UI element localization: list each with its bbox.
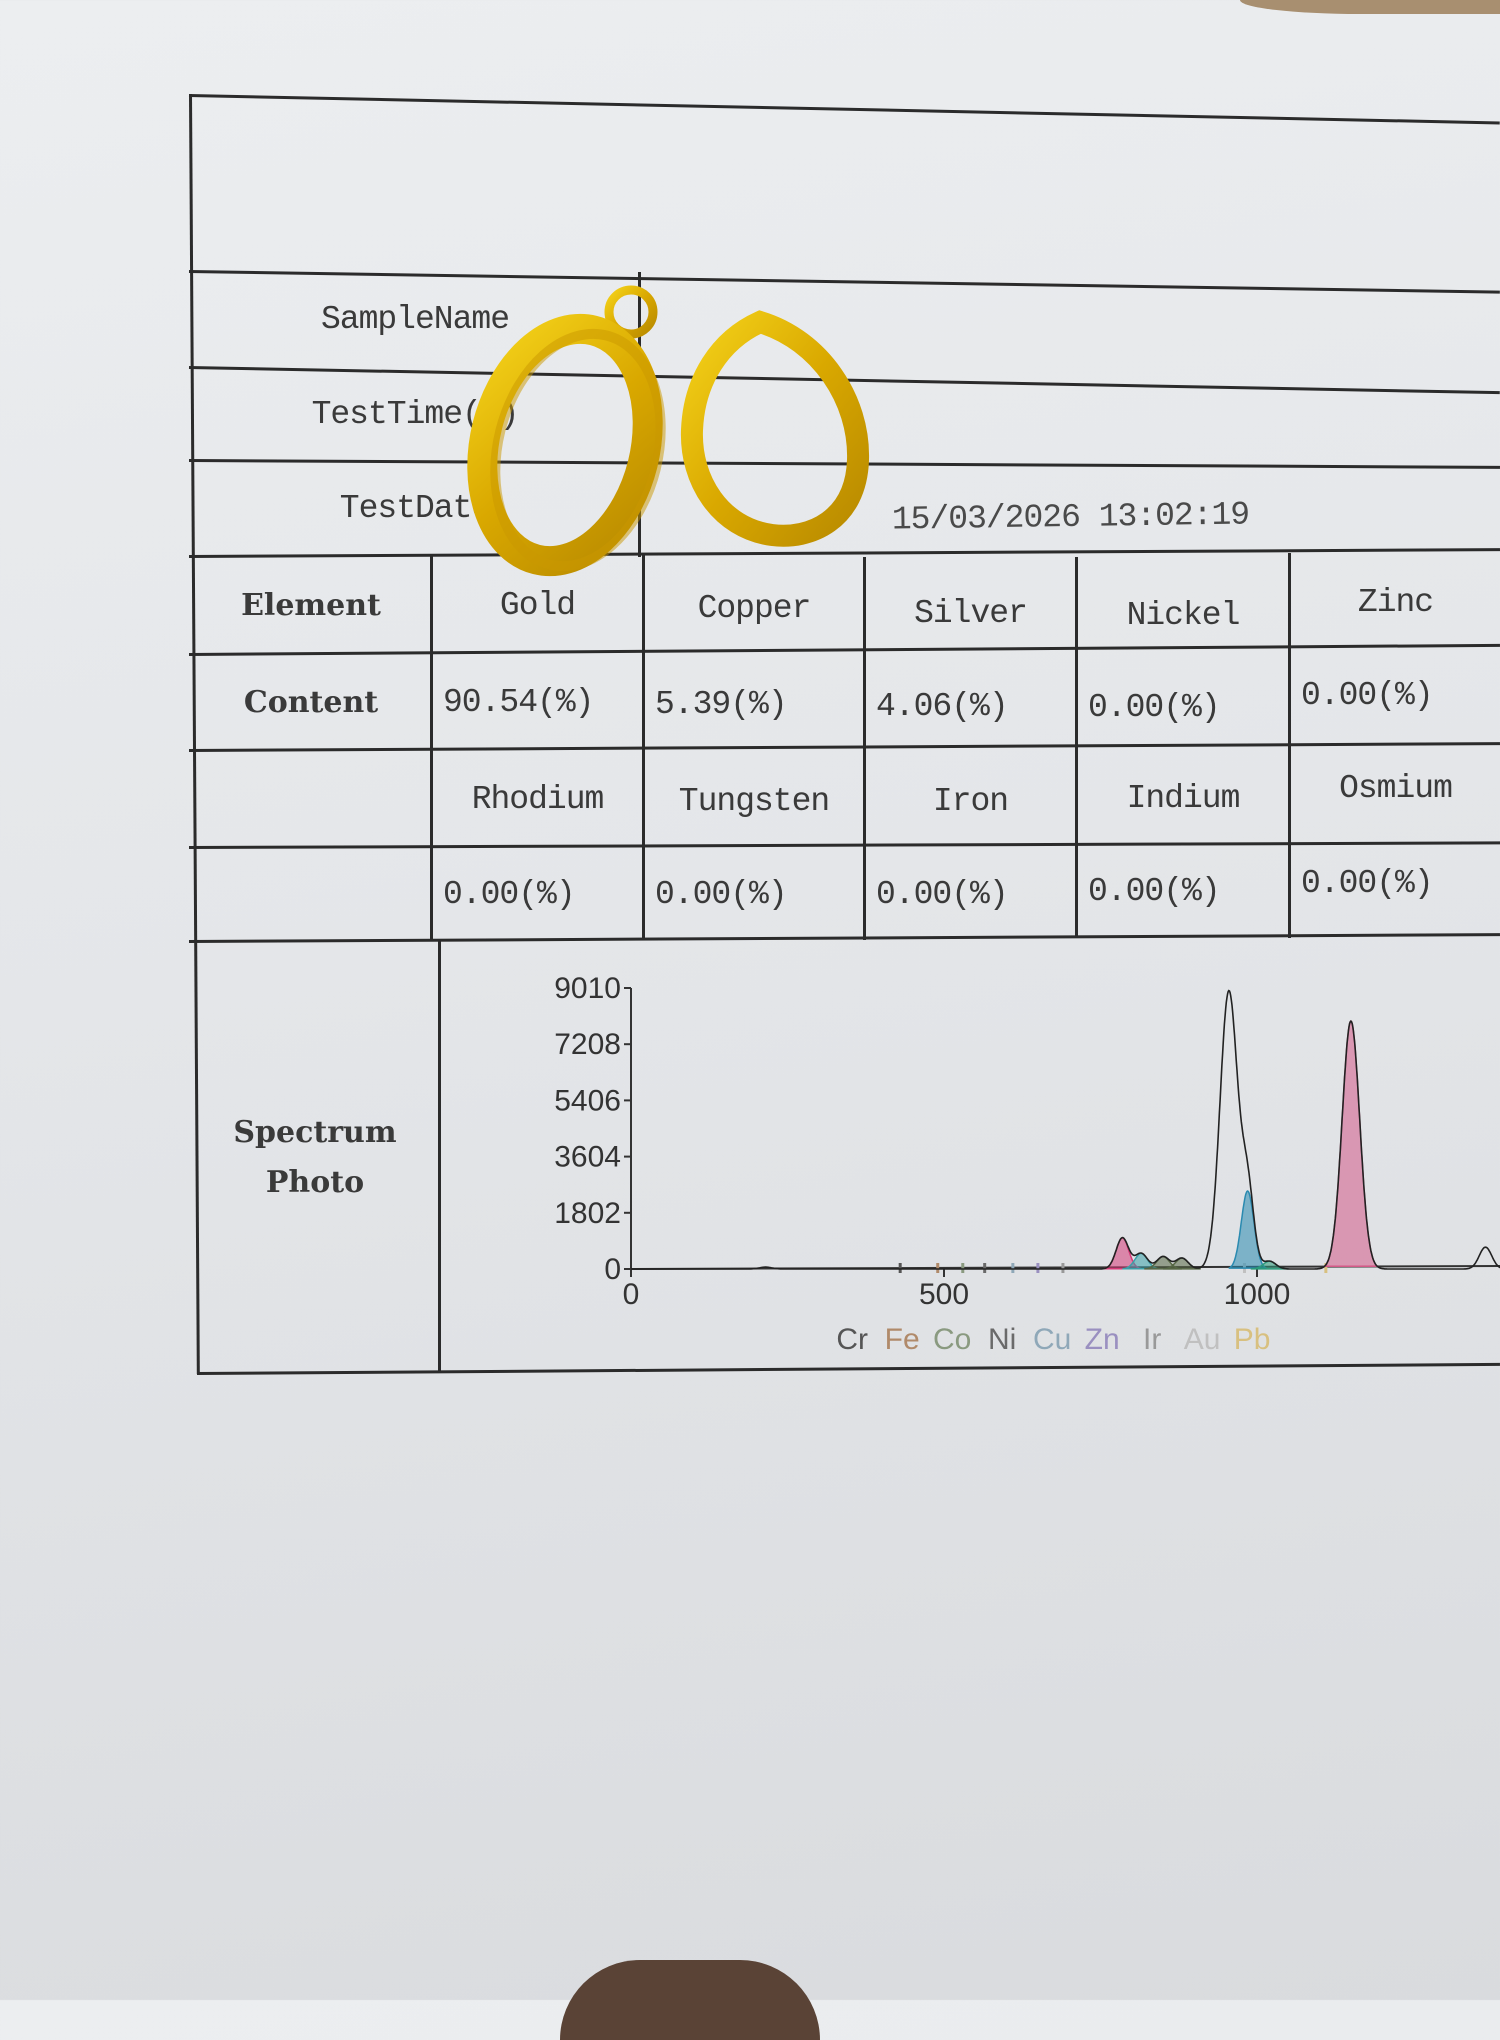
teardrop-frame-icon xyxy=(680,310,870,547)
thumb xyxy=(560,1960,820,2040)
element-content: 90.54(%) xyxy=(443,683,594,721)
element-marker-label: Cu xyxy=(1033,1323,1071,1356)
element-content: 0.00(%) xyxy=(655,875,788,913)
col-divider xyxy=(430,555,433,940)
element-marker-label: Ir xyxy=(1143,1323,1161,1356)
spectrum-line xyxy=(631,989,1500,1270)
element-name: Indium xyxy=(1126,779,1241,817)
element-content: 0.00(%) xyxy=(876,875,1009,913)
element-content: 0.00(%) xyxy=(1088,688,1221,726)
element-name: Nickel xyxy=(1126,596,1241,634)
element-content: 0.00(%) xyxy=(1301,676,1434,714)
x-tick-label: 0 xyxy=(623,1278,640,1311)
element-name: Osmium xyxy=(1339,769,1453,807)
y-tick-label: 0 xyxy=(604,1253,621,1286)
element-marker-label: Zn xyxy=(1085,1323,1120,1356)
element-marker-label: Au xyxy=(1184,1323,1221,1356)
y-tick-label: 3604 xyxy=(554,1141,621,1174)
y-tick-label: 7208 xyxy=(554,1028,621,1061)
element-name: Iron xyxy=(932,782,1009,820)
element-name: Zinc xyxy=(1357,583,1434,621)
element-content: 4.06(%) xyxy=(876,687,1009,725)
background-surface xyxy=(1240,0,1500,14)
element-content: 0.00(%) xyxy=(1088,872,1221,910)
x-tick-label: 500 xyxy=(919,1278,969,1311)
element-name: Rhodium xyxy=(471,780,605,818)
pendant-ring-icon xyxy=(467,285,666,577)
col-divider xyxy=(438,940,441,1372)
element-name: Copper xyxy=(697,589,812,627)
element-marker-label: Co xyxy=(933,1323,971,1356)
element-content: 0.00(%) xyxy=(443,875,576,913)
element-marker-label: Fe xyxy=(885,1323,920,1356)
element-name: Tungsten xyxy=(678,782,830,820)
col-divider xyxy=(863,557,866,940)
spectrum-label-line2: Photo xyxy=(265,1164,365,1200)
x-tick-label: 1000 xyxy=(1224,1278,1291,1311)
element-label: Element xyxy=(241,587,381,623)
spectrum-peak xyxy=(1228,1190,1267,1269)
element-name: Gold xyxy=(499,586,576,624)
col-divider xyxy=(1288,553,1291,938)
element-name: Silver xyxy=(914,594,1028,632)
col-divider xyxy=(1075,557,1078,938)
y-tick-label: 9010 xyxy=(554,972,621,1005)
spectrum-label-line1: Spectrum xyxy=(233,1114,397,1150)
y-tick-label: 1802 xyxy=(554,1197,621,1230)
element-content: 5.39(%) xyxy=(655,685,788,723)
content-label: Content xyxy=(243,684,379,720)
col-divider xyxy=(642,555,645,940)
sample-name-label: SampleName xyxy=(320,300,510,338)
y-tick-label: 5406 xyxy=(554,1084,621,1117)
test-date-label: TestDate xyxy=(339,489,491,527)
element-marker-label: Cr xyxy=(836,1323,868,1356)
element-content: 0.00(%) xyxy=(1301,864,1434,902)
element-marker-label: Pb xyxy=(1234,1323,1271,1356)
element-marker-label: Ni xyxy=(988,1323,1016,1356)
